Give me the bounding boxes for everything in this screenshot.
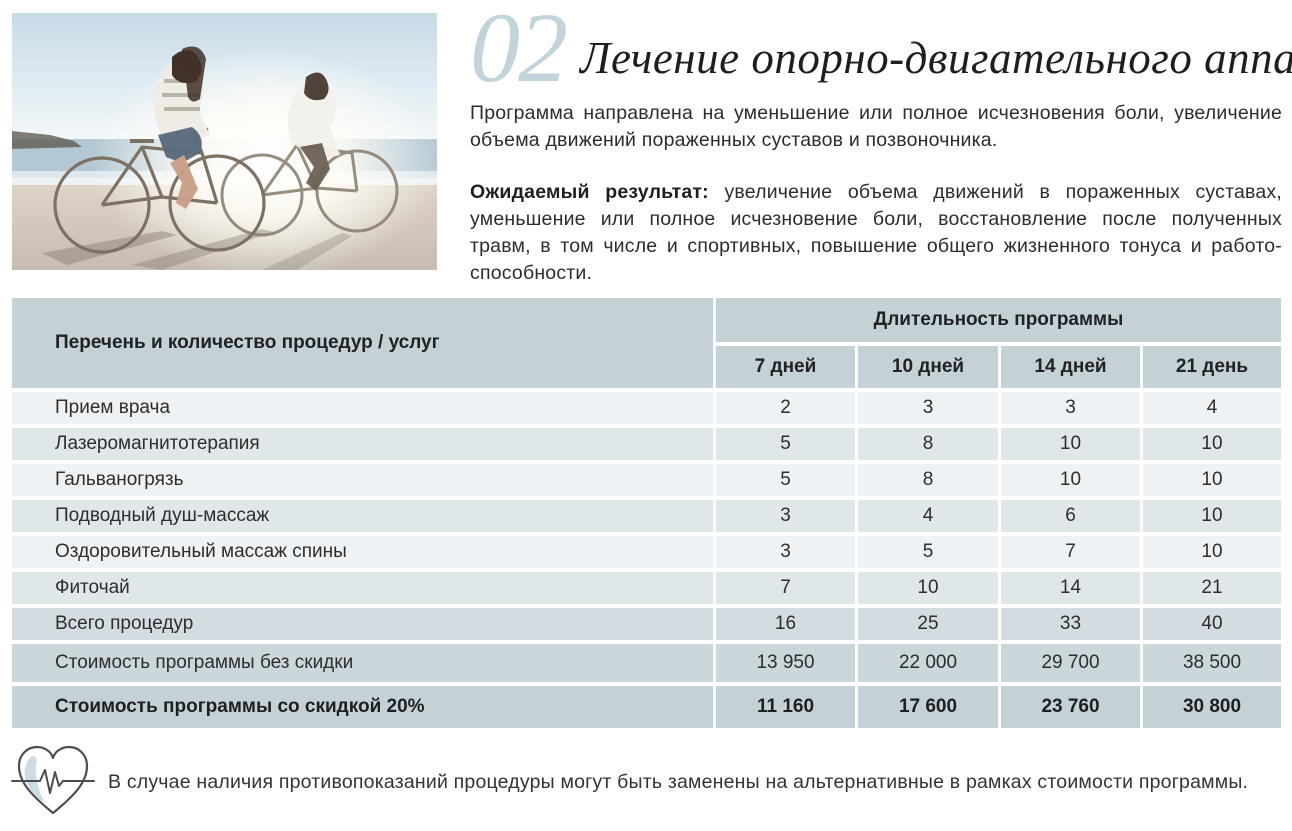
footnote: В случае наличия противопоказаний процед… bbox=[10, 740, 1282, 824]
table-cell-value: 21 bbox=[1143, 572, 1281, 604]
table-cell-value: 10 bbox=[858, 572, 998, 604]
table-cell-value: 5 bbox=[716, 464, 855, 496]
table-row-label: Всего процедур bbox=[12, 608, 713, 640]
table-header-duration-group: Длительность программы bbox=[716, 298, 1281, 342]
table-cell-value: 23 760 bbox=[1001, 686, 1140, 728]
table-cell-value: 4 bbox=[858, 500, 998, 532]
heart-pulse-icon bbox=[11, 745, 95, 815]
table-row-label: Лазеромагнитотерапия bbox=[12, 428, 713, 460]
table-header-21-days: 21 день bbox=[1143, 346, 1281, 388]
table-cell-value: 5 bbox=[858, 536, 998, 568]
table-cell-value: 3 bbox=[858, 392, 998, 424]
hero-text-block: 02 Лечение опорно-двигательного аппарата… bbox=[470, 0, 1292, 288]
table-cell-value: 10 bbox=[1143, 536, 1281, 568]
table-cell-value: 14 bbox=[1001, 572, 1140, 604]
table-row-label: Фиточай bbox=[12, 572, 713, 604]
expected-result-paragraph: Ожидаемый результат: увеличение объема д… bbox=[470, 179, 1282, 288]
table-row-label: Гальваногрязь bbox=[12, 464, 713, 496]
table-cell-value: 3 bbox=[716, 536, 855, 568]
table-cell-value: 6 bbox=[1001, 500, 1140, 532]
table-header-7-days: 7 дней bbox=[716, 346, 855, 388]
table-header-10-days: 10 дней bbox=[858, 346, 998, 388]
table-cell-value: 33 bbox=[1001, 608, 1140, 640]
expected-result-text: увеличение объема движений в пораженных … bbox=[470, 180, 1282, 285]
section-number: 02 bbox=[470, 0, 568, 103]
table-cell-value: 3 bbox=[716, 500, 855, 532]
table-cell-value: 7 bbox=[716, 572, 855, 604]
table-cell-value: 17 600 bbox=[858, 686, 998, 728]
table-row-label: Прием врача bbox=[12, 392, 713, 424]
table-header-procedures: Перечень и количество процедур / услуг bbox=[12, 298, 713, 388]
intro-paragraph: Программа направлена на уменьшение или п… bbox=[470, 102, 1282, 152]
table-cell-value: 10 bbox=[1143, 500, 1281, 532]
table-cell-value: 10 bbox=[1143, 464, 1281, 496]
table-row-label: Стоимость программы со скидкой 20% bbox=[12, 686, 713, 728]
table-row-label: Оздоровительный массаж спины bbox=[12, 536, 713, 568]
table-cell-value: 22 000 bbox=[858, 644, 998, 682]
table-cell-value: 13 950 bbox=[716, 644, 855, 682]
table-cell-value: 38 500 bbox=[1143, 644, 1281, 682]
footnote-text: В случае наличия противопоказаний процед… bbox=[108, 770, 1249, 793]
table-cell-value: 2 bbox=[716, 392, 855, 424]
table-cell-value: 25 bbox=[858, 608, 998, 640]
table-cell-value: 3 bbox=[1001, 392, 1140, 424]
table-cell-value: 8 bbox=[858, 464, 998, 496]
table-cell-value: 16 bbox=[716, 608, 855, 640]
beach-cycling-photo bbox=[12, 13, 437, 270]
table-cell-value: 29 700 bbox=[1001, 644, 1140, 682]
table-cell-value: 10 bbox=[1001, 464, 1140, 496]
page-title: Лечение опорно-двигательного аппарата bbox=[580, 33, 1292, 83]
expected-result-label: Ожидаемый результат: bbox=[470, 180, 709, 203]
table-cell-value: 8 bbox=[858, 428, 998, 460]
table-row-label: Подводный душ-массаж bbox=[12, 500, 713, 532]
program-price-table: Перечень и количество процедур / услуг Д… bbox=[12, 298, 1281, 728]
table-cell-value: 40 bbox=[1143, 608, 1281, 640]
table-cell-value: 11 160 bbox=[716, 686, 855, 728]
table-cell-value: 5 bbox=[716, 428, 855, 460]
beach-photo-illustration bbox=[12, 13, 437, 270]
title-row: 02 Лечение опорно-двигательного аппарата bbox=[470, 0, 1292, 103]
table-cell-value: 7 bbox=[1001, 536, 1140, 568]
table-cell-value: 30 800 bbox=[1143, 686, 1281, 728]
table-header-14-days: 14 дней bbox=[1001, 346, 1140, 388]
table-cell-value: 10 bbox=[1001, 428, 1140, 460]
table-row-label: Стоимость программы без скидки bbox=[12, 644, 713, 682]
table-cell-value: 10 bbox=[1143, 428, 1281, 460]
table-cell-value: 4 bbox=[1143, 392, 1281, 424]
